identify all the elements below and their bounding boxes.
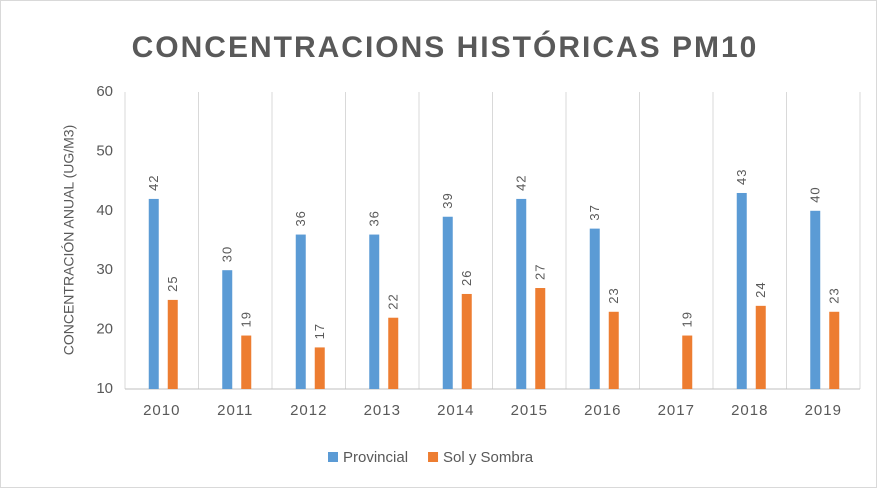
- y-tick-label: 30: [96, 261, 113, 278]
- y-tick-label: 40: [96, 202, 113, 219]
- y-tick-label: 20: [96, 321, 113, 338]
- data-label: 26: [459, 269, 474, 285]
- data-label: 37: [587, 204, 602, 220]
- data-label: 23: [606, 287, 621, 303]
- bar: [461, 293, 472, 389]
- data-label: 36: [293, 210, 308, 226]
- bar: [241, 335, 252, 389]
- bar: [295, 234, 306, 389]
- data-label: 42: [146, 174, 161, 190]
- bar: [755, 305, 766, 389]
- x-tick-label: 2013: [364, 402, 401, 419]
- bar: [682, 335, 693, 389]
- x-tick-label: 2017: [658, 402, 695, 419]
- x-tick-label: 2012: [290, 402, 327, 419]
- x-tick-label: 2014: [437, 402, 474, 419]
- bar: [736, 192, 747, 389]
- data-label: 27: [533, 264, 548, 280]
- data-label: 39: [440, 192, 455, 208]
- y-tick-label: 10: [96, 380, 113, 397]
- data-label: 25: [165, 275, 180, 291]
- bar: [442, 216, 453, 389]
- data-label: 40: [808, 186, 823, 202]
- bar: [589, 228, 600, 389]
- bar: [608, 311, 619, 389]
- bar: [535, 288, 546, 389]
- data-label: 19: [680, 311, 695, 327]
- x-tick-label: 2011: [217, 402, 253, 419]
- data-label: 22: [386, 293, 401, 309]
- bar: [314, 347, 325, 389]
- data-label: 24: [753, 281, 768, 297]
- bar: [167, 299, 178, 389]
- data-label: 19: [239, 311, 254, 327]
- legend-label: Provincial: [343, 449, 408, 466]
- bar: [516, 198, 527, 389]
- bar: [388, 317, 399, 389]
- bar: [369, 234, 380, 389]
- legend-label: Sol y Sombra: [443, 449, 534, 466]
- bar: [222, 270, 233, 389]
- bar: [810, 210, 821, 389]
- data-label: 43: [734, 169, 749, 185]
- data-label: 36: [367, 210, 382, 226]
- y-axis-label: CONCENTRACIÓN ANUAL (UG/M3): [61, 125, 77, 356]
- legend-swatch: [328, 452, 338, 462]
- data-label: 30: [220, 246, 235, 262]
- x-tick-label: 2018: [731, 402, 768, 419]
- legend-swatch: [428, 452, 439, 462]
- data-label: 42: [514, 174, 529, 190]
- data-label: 23: [827, 287, 842, 303]
- x-tick-label: 2015: [511, 402, 548, 419]
- x-tick-label: 2019: [805, 402, 842, 419]
- x-tick-label: 2016: [584, 402, 621, 419]
- data-label: 17: [312, 323, 327, 339]
- y-tick-label: 60: [96, 83, 113, 100]
- chart-title: CONCENTRACIONS HISTÓRICAS PM10: [132, 30, 759, 64]
- x-tick-label: 2010: [143, 402, 180, 419]
- bar: [829, 311, 840, 389]
- bar: [148, 198, 159, 389]
- y-tick-label: 50: [96, 142, 113, 159]
